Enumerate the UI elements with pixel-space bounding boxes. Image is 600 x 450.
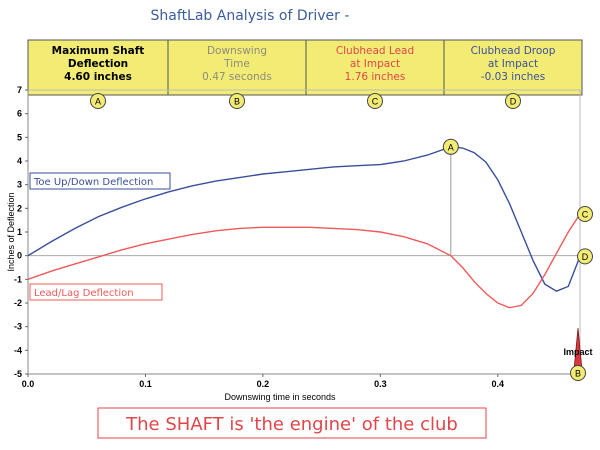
annotation-marker-b-letter: B	[575, 369, 581, 379]
y-tick-label: 0	[17, 251, 22, 261]
header-box-line3: 4.60 inches	[64, 71, 132, 83]
annotation-marker-c: C	[577, 206, 593, 223]
header-box-line1: Clubhead Lead	[336, 45, 414, 57]
x-tick-label: 0.0	[22, 379, 35, 389]
toe-deflection-line	[27, 146, 581, 292]
series-label-box	[29, 283, 163, 301]
header-box-line3: 0.47 seconds	[202, 71, 272, 83]
x-tick-label: 0.4	[492, 379, 505, 389]
header-marker-c: C	[367, 93, 383, 109]
plot-frame	[27, 89, 581, 375]
tagline: The SHAFT is 'the engine' of the club	[125, 414, 458, 435]
header-box-line1: Clubhead Droop	[471, 45, 556, 57]
series-label-box	[29, 172, 171, 190]
header-box-line2: Time	[223, 58, 250, 70]
header-marker-d-circle	[505, 93, 521, 109]
x-tick-label: 0.3	[374, 379, 387, 389]
lead-series-label: Lead/Lag Deflection	[34, 288, 134, 299]
annotation-marker-c-circle	[577, 206, 593, 223]
x-tick-label: 0.1	[139, 379, 152, 389]
y-tick-label: 2	[17, 203, 22, 213]
header-marker-a-letter: A	[95, 97, 101, 107]
annotation-markers: A C D Impact B	[442, 138, 593, 381]
x-tick-labels: 0.0 0.1 0.2 0.3 0.4	[22, 374, 504, 389]
header-marker-b-letter: B	[234, 97, 240, 107]
header-box-line1: Downswing	[207, 45, 267, 57]
header-box-line1: Maximum Shaft	[52, 45, 145, 57]
header-box-line2: Deflection	[68, 58, 128, 70]
y-tick-label: -2	[14, 298, 22, 308]
header-box-line2: at Impact	[350, 58, 400, 70]
tagline-box	[97, 407, 487, 439]
y-tick-label: -1	[14, 274, 22, 284]
y-tick-label: -5	[14, 369, 22, 379]
y-tick-label: 5	[17, 132, 22, 142]
y-tick-label: 4	[17, 156, 22, 166]
y-tick-labels: 7 6 5 4 3 2 1 0 -1 -2 -3 -4 -5	[14, 85, 580, 379]
y-tick-label: -3	[14, 322, 22, 332]
annotation-marker-d-letter: D	[582, 252, 589, 262]
x-axis-label: Downswing time in seconds	[224, 392, 336, 402]
annotation-marker-b-circle	[570, 365, 586, 381]
series-lines	[27, 146, 581, 309]
header-box-bg	[167, 39, 307, 96]
x-tick-label: 0.2	[257, 379, 270, 389]
annotation-marker-a: A	[442, 138, 459, 155]
header-marker-d-letter: D	[510, 97, 517, 107]
series-labels: Toe Up/Down Deflection Lead/Lag Deflectio…	[29, 172, 171, 301]
header-box-line3: -0.03 inches	[481, 71, 545, 83]
annotation-marker-a-letter: A	[448, 142, 454, 152]
annotation-marker-d: D	[577, 248, 593, 265]
y-tick-label: -4	[14, 345, 22, 355]
annotation-marker-a-circle	[442, 138, 459, 155]
annotation-marker-d-circle	[577, 248, 593, 265]
header-box-bg	[27, 39, 169, 96]
chart-title: ShaftLab Analysis of Driver -	[151, 8, 350, 24]
header-marker-b: B	[229, 93, 245, 109]
y-tick-label: 7	[17, 85, 22, 95]
header-marker-a: A	[90, 93, 106, 109]
annotation-marker-c-letter: C	[582, 210, 589, 220]
impact-label: Impact	[563, 347, 592, 357]
y-axis-label: Inches of Deflection	[6, 192, 16, 271]
y-tick-label: 6	[17, 109, 22, 119]
header-marker-d: D	[505, 93, 521, 109]
header-box-line3: 1.76 inches	[345, 71, 406, 83]
annotation-marker-b: B	[570, 365, 586, 381]
header-marker-b-circle	[229, 93, 245, 109]
lead-lag-deflection-line	[27, 213, 581, 309]
toe-series-label: Toe Up/Down Deflection	[33, 177, 153, 188]
header-box-line2: at Impact	[488, 58, 538, 70]
header-marker-c-circle	[367, 93, 383, 109]
y-tick-label: 3	[17, 180, 22, 190]
y-tick-label: 1	[17, 227, 22, 237]
header-marker-c-letter: C	[372, 97, 379, 107]
header-marker-a-circle	[90, 93, 106, 109]
